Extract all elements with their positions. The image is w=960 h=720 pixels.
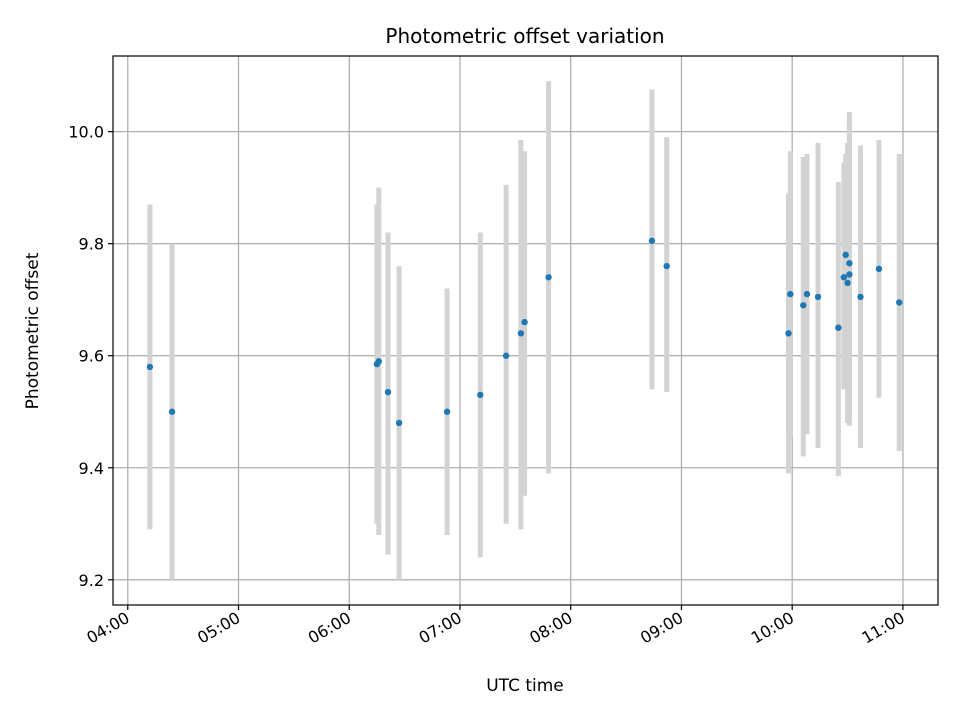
data-point [842, 251, 849, 259]
y-tick-label: 9.8 [79, 235, 104, 254]
data-point [517, 330, 525, 337]
plot-frame [112, 55, 939, 606]
x-axis-ticks: 04:00 05:00 06:00 07:00 08:00 09:00 10:00 11:00 [83, 605, 908, 648]
x-tick-label: 05:00 [194, 608, 243, 648]
data-point [502, 352, 510, 359]
data-point [846, 260, 853, 267]
x-tick-label: 07:00 [416, 608, 465, 648]
x-tick-label: 06:00 [305, 608, 354, 648]
x-tick-label: 11:00 [859, 608, 908, 648]
data-point [168, 408, 176, 415]
data-point [840, 274, 848, 281]
data-point [384, 388, 392, 396]
y-tick-label: 9.4 [79, 459, 104, 478]
x-tick-label: 09:00 [637, 608, 686, 648]
data-point [545, 274, 552, 281]
y-axis-label: Photometric offset [23, 252, 43, 409]
data-point [787, 290, 794, 298]
y-axis-ticks: 9.2 9.4 9.6 9.8 10.0 [68, 123, 113, 590]
error-bars [147, 81, 902, 580]
data-points [146, 237, 903, 427]
data-point [477, 391, 484, 399]
grid-lines [113, 56, 938, 605]
y-tick-label: 9.6 [79, 347, 104, 366]
data-point [857, 293, 864, 301]
data-point [443, 408, 451, 415]
data-point [375, 358, 382, 365]
data-point [846, 271, 853, 278]
data-point [814, 293, 822, 301]
data-point [648, 237, 656, 245]
chart-title: Photometric offset variation [385, 24, 664, 48]
data-point [785, 330, 792, 337]
data-point [663, 262, 670, 270]
y-tick-label: 10.0 [68, 123, 104, 142]
data-point [521, 318, 528, 326]
x-tick-label: 08:00 [526, 608, 575, 648]
data-point [803, 290, 811, 298]
y-tick-label: 9.2 [79, 571, 104, 590]
data-point [835, 324, 842, 331]
data-point [844, 279, 851, 287]
x-tick-label: 10:00 [748, 608, 797, 648]
x-tick-label: 04:00 [83, 608, 132, 648]
data-point [800, 302, 807, 309]
data-point [875, 265, 883, 273]
data-point [146, 363, 154, 371]
data-point [395, 419, 403, 427]
x-axis-label: UTC time [486, 676, 564, 696]
data-point [896, 299, 903, 306]
